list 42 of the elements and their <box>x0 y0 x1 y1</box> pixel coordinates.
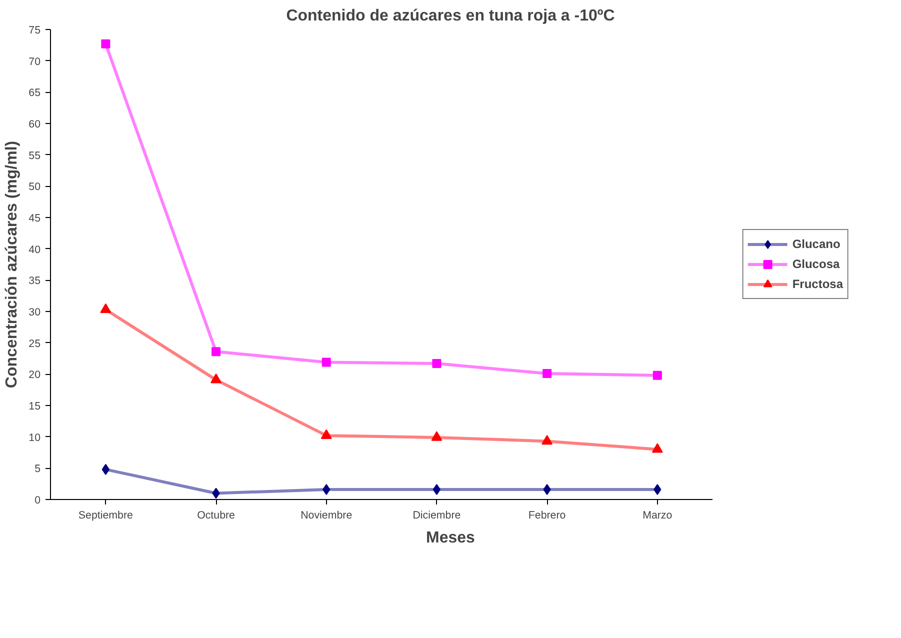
x-axis-title: Meses <box>426 530 476 546</box>
x-tick-label: Febrero <box>528 510 566 522</box>
point <box>102 464 110 475</box>
x-tick-label: Septiembre <box>78 510 133 522</box>
y-tick-label: 30 <box>28 306 41 318</box>
y-tick-label: 70 <box>28 56 41 68</box>
y-tick-label: 50 <box>28 181 41 194</box>
y-tick-label: 15 <box>28 400 41 412</box>
point <box>320 429 332 439</box>
point <box>210 374 222 384</box>
y-tick-label: 65 <box>28 87 41 100</box>
chart-title: Contenido de azúcares en tuna roja a -10ºC <box>286 8 616 24</box>
point <box>431 431 442 441</box>
point <box>652 370 662 380</box>
point <box>542 369 552 378</box>
point <box>101 39 110 48</box>
y-tick-label: 55 <box>28 150 41 162</box>
x-tick-label: Marzo <box>642 510 672 522</box>
legend-label: Glucano <box>792 237 840 251</box>
y-tick-label: 40 <box>28 244 41 256</box>
y-tick-label: 20 <box>28 369 41 382</box>
y-axis-title: Concentración azúcares (mg/ml) <box>4 140 21 388</box>
point <box>432 359 442 368</box>
point <box>542 434 553 445</box>
y-tick-label: 45 <box>28 212 41 224</box>
point <box>212 347 221 356</box>
y-tick-label: 5 <box>34 463 41 476</box>
y-tick-label: 60 <box>28 118 41 130</box>
x-tick-label: Diciembre <box>412 510 461 522</box>
point <box>652 443 663 453</box>
y-tick-label: 25 <box>28 338 41 350</box>
y-tick-label: 0 <box>34 494 41 506</box>
point <box>100 303 112 314</box>
legend-label: Fructosa <box>792 277 843 291</box>
x-tick-label: Noviembre <box>300 510 352 522</box>
point <box>322 358 331 367</box>
legend-label: Glucosa <box>792 257 840 271</box>
x-tick-label: Octubre <box>197 510 236 522</box>
point <box>432 484 441 495</box>
y-tick-label: 35 <box>28 275 41 288</box>
y-tick-label: 75 <box>28 24 41 36</box>
y-tick-label: 10 <box>28 432 41 444</box>
